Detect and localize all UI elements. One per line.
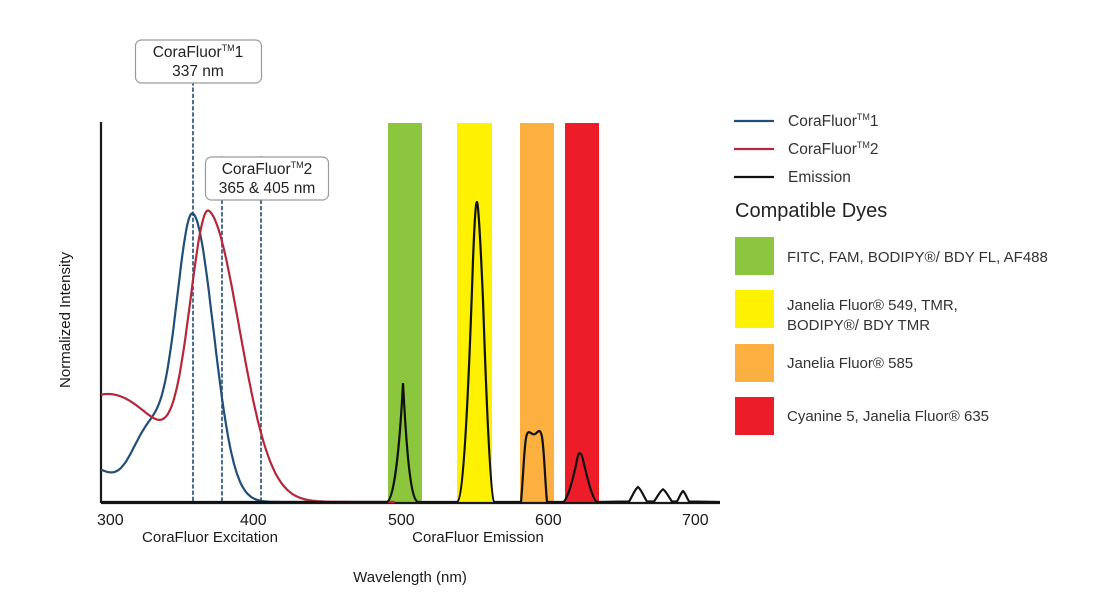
svg-text:400: 400	[240, 512, 267, 529]
svg-text:Emission: Emission	[788, 169, 851, 186]
svg-text:Cyanine 5, Janelia Fluor® 635: Cyanine 5, Janelia Fluor® 635	[787, 408, 989, 425]
svg-text:Janelia Fluor® 585: Janelia Fluor® 585	[787, 355, 913, 372]
svg-text:CoraFluor Emission: CoraFluor Emission	[412, 529, 544, 546]
svg-text:600: 600	[535, 512, 562, 529]
svg-text:500: 500	[388, 512, 415, 529]
svg-text:Wavelength (nm): Wavelength (nm)	[353, 569, 467, 586]
svg-text:700: 700	[682, 512, 709, 529]
svg-text:CoraFluor Excitation: CoraFluor Excitation	[142, 529, 278, 546]
svg-text:FITC, FAM, BODIPY®/ BDY FL, AF: FITC, FAM, BODIPY®/ BDY FL, AF488	[787, 249, 1048, 266]
svg-text:337 nm: 337 nm	[172, 63, 224, 80]
svg-text:365 & 405 nm: 365 & 405 nm	[219, 180, 316, 197]
svg-text:Normalized Intensity: Normalized Intensity	[57, 252, 74, 388]
svg-text:BODIPY®/ BDY TMR: BODIPY®/ BDY TMR	[787, 317, 930, 334]
svg-text:300: 300	[97, 512, 124, 529]
svg-text:Janelia Fluor® 549, TMR,: Janelia Fluor® 549, TMR,	[787, 297, 958, 314]
svg-text:Compatible Dyes: Compatible Dyes	[735, 200, 887, 222]
